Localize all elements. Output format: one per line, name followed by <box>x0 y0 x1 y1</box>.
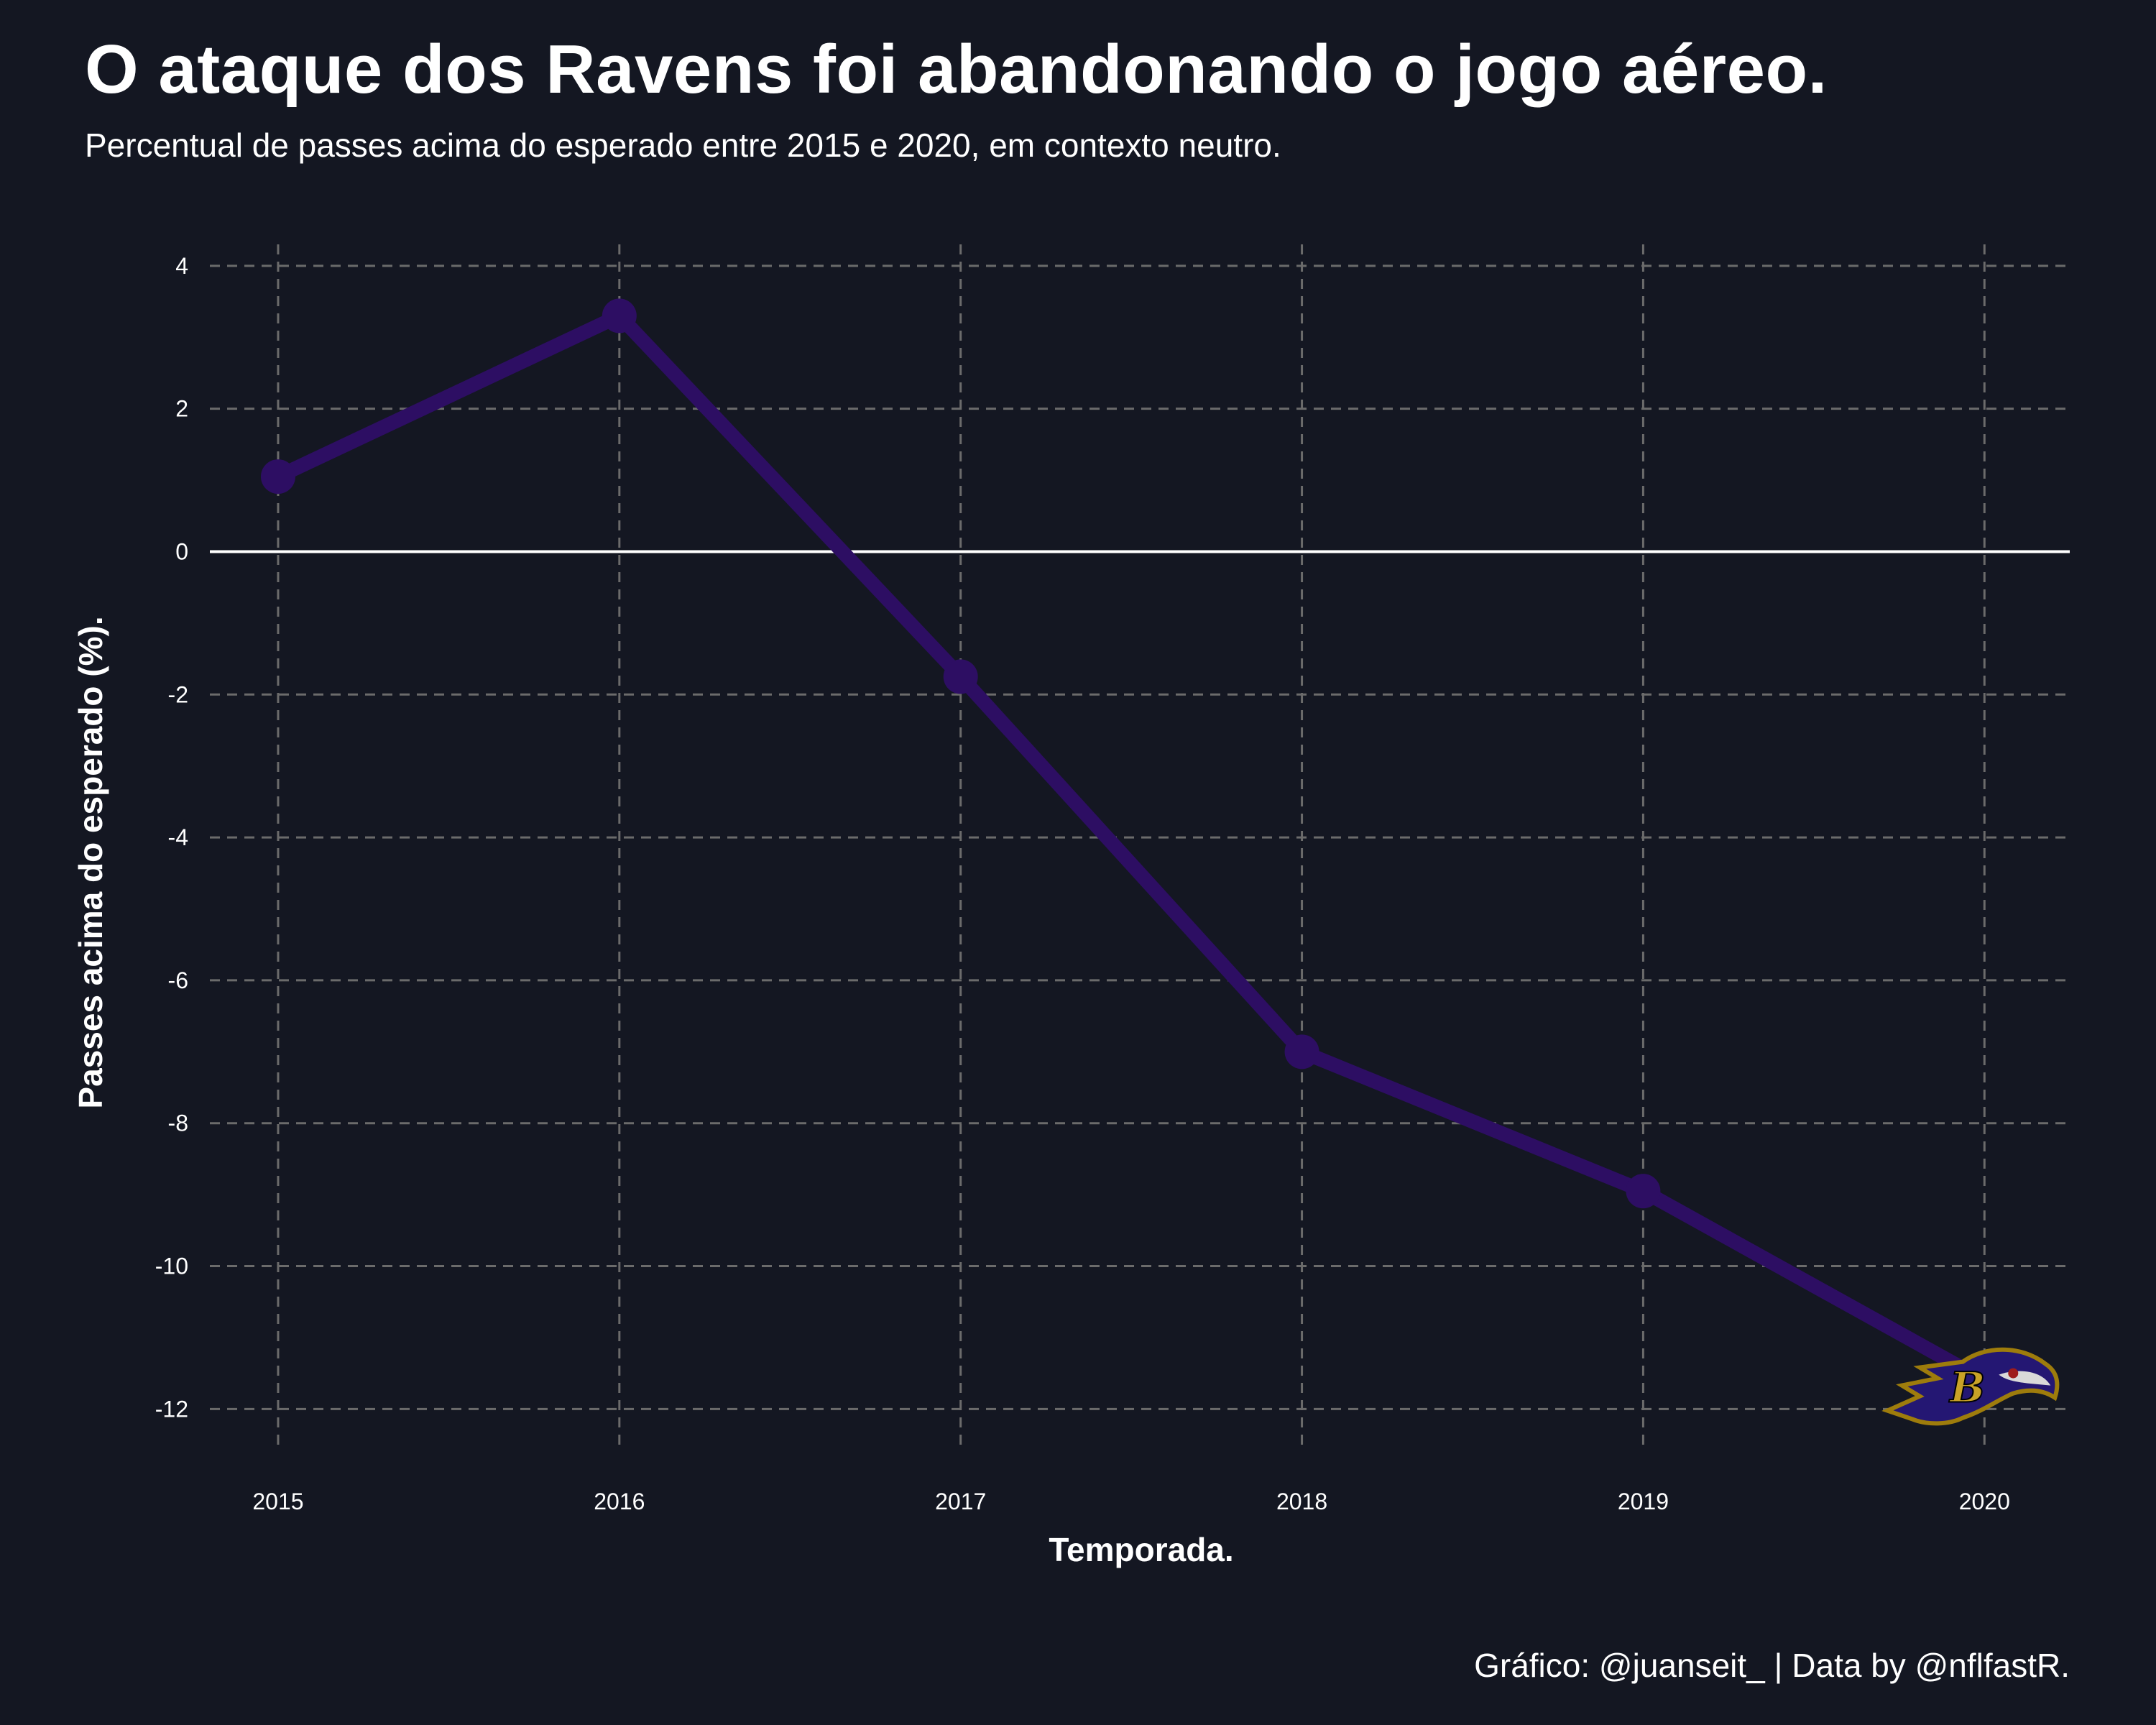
data-point <box>260 459 295 494</box>
ravens-logo-icon: B <box>1881 1347 2060 1426</box>
data-point <box>602 298 637 334</box>
logo-layer: B <box>1881 1347 2060 1426</box>
y-axis-title: Passes acima do esperado (%). <box>72 616 109 1108</box>
x-axis-title: Temporada. <box>1049 1531 1233 1568</box>
y-tick-label: 0 <box>175 538 188 564</box>
data-point <box>1626 1174 1661 1209</box>
y-tick-label: -2 <box>168 681 188 707</box>
grid-layer <box>210 244 2070 1452</box>
y-tick-label: -4 <box>168 824 188 850</box>
y-tick-label: 2 <box>175 396 188 422</box>
y-tick-label: 4 <box>175 253 188 279</box>
axis-layer: 4 2 0 -2 -4 -6 -8 -10 -12 2015 2016 2017 2018 2019 202… <box>155 253 2070 1514</box>
data-point <box>1284 1034 1319 1070</box>
y-tick-label: -10 <box>155 1254 188 1279</box>
chart-subtitle: Percentual de passes acima do esperado e… <box>85 126 1281 164</box>
y-tick-label: -6 <box>168 967 188 993</box>
raven-eye <box>2008 1368 2019 1379</box>
x-tick-label: 2018 <box>1276 1489 1327 1514</box>
raven-logo-letter: B <box>1948 1363 1985 1412</box>
series-line <box>270 308 1992 1388</box>
y-tick-label: -8 <box>168 1110 188 1136</box>
x-tick-label: 2016 <box>594 1489 645 1514</box>
raven-head-shape <box>1881 1347 2060 1426</box>
chart-caption: Gráfico: @juanseit_ | Data by @nflfastR. <box>1474 1647 2070 1684</box>
series-layer <box>260 298 1992 1388</box>
x-tick-label: 2019 <box>1618 1489 1669 1514</box>
x-tick-label: 2020 <box>1959 1489 2010 1514</box>
y-tick-label: -12 <box>155 1396 188 1422</box>
data-point <box>943 659 978 694</box>
x-tick-label: 2017 <box>935 1489 986 1514</box>
chart-title: O ataque dos Ravens foi abandonando o jo… <box>85 31 1828 108</box>
x-tick-label: 2015 <box>252 1489 303 1514</box>
